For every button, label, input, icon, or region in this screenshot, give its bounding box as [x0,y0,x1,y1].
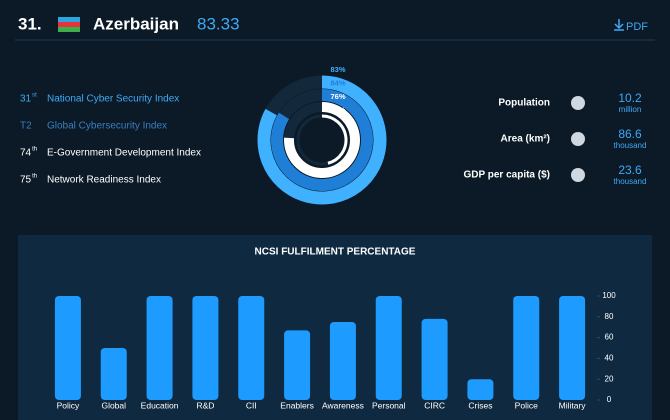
index-name: Network Readiness Index [47,175,161,186]
x-tick-label: Policy [57,400,80,410]
stat-icon [571,168,585,182]
ring-label: 76% [330,92,345,101]
bar [100,348,127,400]
index-rank: T2 [20,121,32,132]
score: 83.33 [197,14,240,33]
stat-label: GDP per capita ($) [463,170,550,181]
index-name: E-Government Development Index [47,148,201,159]
index-name: Global Cybersecurity Index [47,121,167,132]
x-tick-label: Police [515,400,538,410]
stat-label: Area (km²) [501,134,550,145]
x-tick-label: Global [101,400,126,410]
ring-arc [321,114,348,165]
x-tick-label: Education [141,400,179,410]
stat-unit: million [619,105,642,114]
x-tick-label: R&D [196,400,214,410]
bar [329,322,356,400]
y-tick-label: 0 [607,395,612,404]
stat-icon [571,96,585,110]
y-tick-label: 100 [602,291,616,300]
bar [284,330,311,400]
index-suffix: st [32,93,37,99]
bar [421,318,448,400]
chart-title: NCSI FULFILMENT PERCENTAGE [255,247,416,258]
x-tick-label: CII [246,400,257,410]
stat-icon [571,132,585,146]
y-tick-label: 40 [605,354,614,363]
stat-unit: thousand [614,141,647,150]
bar [238,296,265,400]
ring-arc [271,89,373,191]
pdf-label[interactable]: PDF [626,21,648,33]
flag [58,17,80,32]
x-tick-label: Awareness [322,400,364,410]
index-suffix: th [32,174,37,180]
bar [192,296,219,400]
ring-label: 83% [330,65,345,74]
ring-label: 84% [330,78,345,87]
stat-unit: thousand [614,177,647,186]
bar [146,296,173,400]
bar [375,296,402,400]
stat-value: 10.2 [618,91,642,105]
pdf-button[interactable]: PDF [614,19,648,33]
x-tick-label: Personal [372,400,406,410]
x-tick-label: Military [559,400,587,410]
bar [467,379,494,400]
bar [54,296,81,400]
y-tick-label: 60 [605,333,614,342]
stat-label: Population [498,98,550,109]
ring-arc [284,102,360,178]
x-tick-label: CIRC [424,400,445,410]
y-tick-label: 80 [605,312,614,321]
index-name: National Cyber Security Index [47,94,179,105]
country: Azerbaijan [93,14,179,33]
rank: 31. [18,14,42,33]
index-rank: 75 [20,175,32,186]
ring-arc [257,75,387,205]
index-rank: 31 [20,94,32,105]
x-tick-label: Enablers [280,400,314,410]
y-tick-label: 20 [605,374,614,383]
stat-value: 86.6 [618,127,642,141]
bar [559,296,586,400]
index-rank: 74 [20,148,32,159]
index-suffix: th [32,147,37,153]
bar [513,296,540,400]
stat-value: 23.6 [618,163,642,177]
ring-label: 46% [330,105,345,114]
x-tick-label: Crises [468,400,492,410]
